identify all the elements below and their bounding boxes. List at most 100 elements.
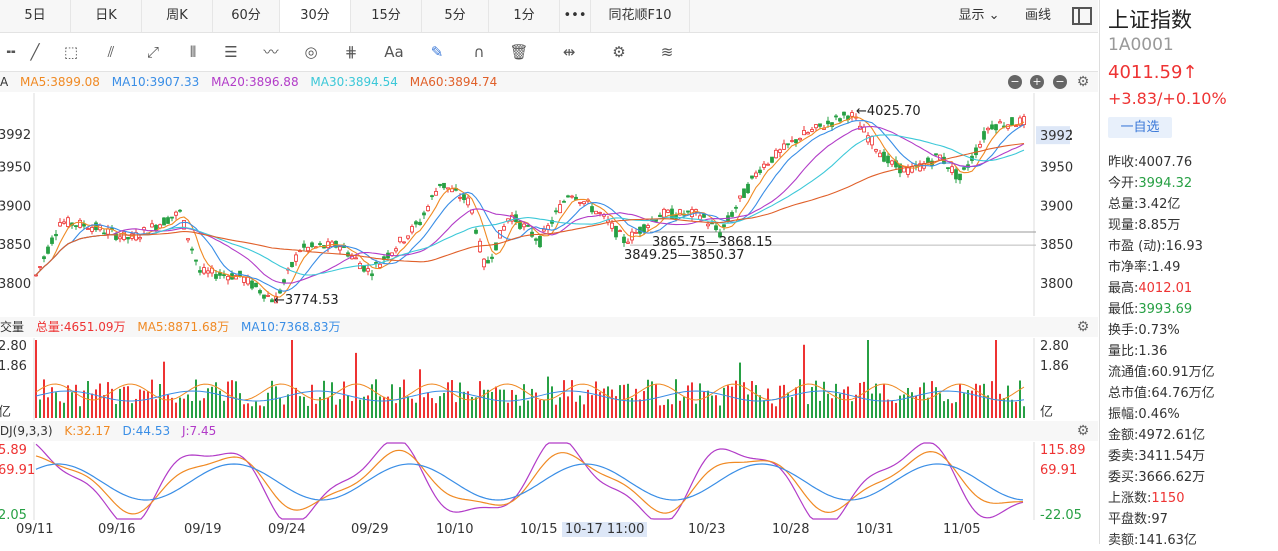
volume-bar: [1011, 399, 1013, 418]
stat-row: 换手:0.73%: [1108, 320, 1215, 341]
fib-tool-icon[interactable]: ☰: [224, 43, 238, 61]
cycle-tool-icon[interactable]: ◎: [304, 43, 318, 61]
volume-ma10: MA10:7368.83万: [241, 320, 341, 334]
tab-daily[interactable]: 日K: [71, 0, 142, 32]
bars-tool-icon[interactable]: ⦀: [189, 43, 197, 61]
candle-body: [842, 111, 846, 116]
volume-bar: [395, 403, 397, 418]
kdj-chart[interactable]: 115.89 69.91 -22.05 5.89 69.91 2.05: [0, 442, 1098, 520]
stat-row: 市盈 (动):16.93: [1108, 236, 1215, 257]
stat-value: 4007.76: [1138, 155, 1193, 170]
volume-bar: [347, 395, 349, 418]
volume-bar: [55, 392, 57, 418]
candle-body: [582, 201, 586, 205]
stat-value: 16.93: [1165, 239, 1203, 254]
split-tool-icon[interactable]: ⇹: [562, 43, 576, 61]
sidebar-toggle-icon[interactable]: [1066, 0, 1098, 32]
candle-body: [214, 274, 218, 279]
volume-tick-left: 2.80: [0, 339, 27, 354]
magnet-tool-icon[interactable]: ∩: [473, 43, 485, 61]
volume-bar: [607, 386, 609, 418]
volume-bar: [623, 384, 625, 418]
candle-body: [418, 221, 422, 226]
tab-5day[interactable]: 5日: [0, 0, 71, 32]
add-watchlist-button[interactable]: 一自选: [1108, 117, 1172, 138]
more-button[interactable]: •••: [560, 0, 591, 32]
rect-tool-icon[interactable]: ⬚: [63, 43, 79, 61]
candle-body: [1018, 117, 1022, 126]
volume-bar: [851, 401, 853, 418]
tab-30min[interactable]: 30分: [280, 0, 351, 32]
gann-tool-icon[interactable]: ⋕: [344, 43, 358, 61]
volume-gear-icon[interactable]: ⚙: [1076, 319, 1090, 335]
candle-body: [558, 204, 562, 214]
tab-5min[interactable]: 5分: [422, 0, 489, 32]
period-tabbar: 5日 日K 周K 60分 30分 15分 5分 1分 ••• 同花顺F10 显示…: [0, 0, 1098, 33]
stat-value: 1.36: [1138, 344, 1168, 359]
price-chart[interactable]: 3992 3992 3950 3950 3900 3900 3850 3850 3800 3800…: [0, 93, 1098, 316]
volume-bar: [567, 396, 569, 418]
wave-tool-icon[interactable]: 〰: [263, 43, 279, 61]
candle-body: [1022, 116, 1026, 125]
volume-bar: [999, 393, 1001, 418]
tab-weekly[interactable]: 周K: [142, 0, 213, 32]
display-dropdown[interactable]: 显示 ⌄: [948, 0, 1010, 32]
candle-body: [610, 222, 614, 229]
volume-bar: [599, 392, 601, 418]
candle-body: [270, 299, 274, 303]
settings-icon[interactable]: ⚙: [612, 43, 626, 61]
volume-bar: [483, 389, 485, 418]
ma5-value: MA5:3899.08: [20, 75, 100, 89]
text-tool-icon[interactable]: Aa: [384, 43, 404, 61]
candle-body: [522, 223, 526, 228]
f10-button[interactable]: 同花顺F10: [591, 0, 690, 32]
plus-icon[interactable]: +: [1030, 75, 1044, 89]
fan-tool-icon[interactable]: ⫽: [107, 43, 115, 61]
volume-bar: [855, 394, 857, 418]
volume-bar: [331, 382, 333, 418]
candle-body: [986, 127, 990, 131]
volume-bar: [719, 405, 721, 418]
stock-price: 4011.59↑: [1108, 62, 1198, 83]
tab-60min[interactable]: 60分: [213, 0, 280, 32]
volume-bar: [447, 382, 449, 418]
volume-bar: [435, 403, 437, 418]
pen-tool-icon[interactable]: ✎: [430, 43, 444, 61]
ma5-line: [35, 116, 1025, 298]
candle-body: [166, 217, 170, 224]
x-axis-label: 10/28: [772, 522, 810, 537]
candle-body: [802, 130, 806, 136]
ma30-line: [35, 134, 1025, 276]
candle-body: [890, 160, 894, 165]
tab-15min[interactable]: 15分: [351, 0, 422, 32]
layers-icon[interactable]: ≋: [660, 43, 674, 61]
stat-row: 上涨数:1150: [1108, 488, 1215, 509]
stat-label: 委卖:: [1108, 449, 1139, 464]
volume-bar: [831, 398, 833, 418]
line-tool-icon[interactable]: ╱: [30, 43, 40, 61]
volume-bar: [527, 400, 529, 418]
gear-icon[interactable]: ⚙: [1076, 74, 1090, 90]
volume-bar: [615, 396, 617, 418]
volume-bar: [115, 404, 117, 418]
trash-icon[interactable]: 🗑: [509, 43, 529, 61]
kdj-gear-icon[interactable]: ⚙: [1076, 423, 1090, 439]
candle-body: [578, 201, 582, 204]
volume-bar: [723, 387, 725, 418]
price-tick-right: 3900: [1040, 199, 1073, 214]
collapse-icon[interactable]: −: [1053, 75, 1067, 89]
candle-body: [774, 149, 778, 159]
stat-value: 0.73%: [1138, 323, 1180, 338]
cursor-icon[interactable]: ╍: [6, 43, 16, 61]
stat-value: 8.85万: [1138, 218, 1181, 233]
minus-icon[interactable]: −: [1008, 75, 1022, 89]
candle-body: [318, 243, 322, 245]
stat-value: 64.76万亿: [1151, 386, 1215, 401]
volume-chart[interactable]: 2.80 2.80 1.86 1.86 亿 亿: [0, 338, 1098, 420]
volume-bar: [251, 406, 253, 418]
draw-button[interactable]: 画线: [1024, 8, 1051, 23]
candle-body: [754, 172, 758, 177]
tab-1min[interactable]: 1分: [489, 0, 560, 32]
channel-tool-icon[interactable]: ⤢: [146, 43, 159, 61]
volume-bar: [827, 393, 829, 418]
